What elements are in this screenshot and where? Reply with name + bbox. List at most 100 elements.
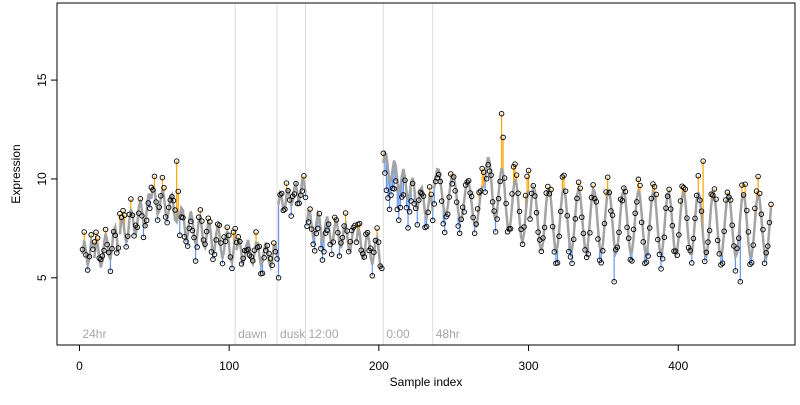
data-point xyxy=(513,172,520,178)
data-point xyxy=(286,197,293,203)
x-tick-label: 100 xyxy=(219,359,239,373)
data-point xyxy=(216,222,223,228)
data-point xyxy=(392,178,399,184)
data-point xyxy=(396,217,402,223)
data-point xyxy=(333,217,340,223)
data-point xyxy=(321,249,327,255)
data-point xyxy=(532,193,538,199)
data-point xyxy=(750,242,757,248)
data-point xyxy=(222,238,229,245)
data-point xyxy=(459,204,466,211)
data-point xyxy=(328,251,335,258)
data-point xyxy=(413,205,419,212)
data-point xyxy=(345,248,352,255)
data-point xyxy=(734,245,740,252)
data-point xyxy=(473,221,479,227)
data-point xyxy=(99,253,106,259)
data-point xyxy=(458,216,464,223)
data-point xyxy=(742,181,748,187)
data-point xyxy=(262,247,269,254)
data-point xyxy=(600,248,606,254)
data-point xyxy=(659,255,666,262)
data-point xyxy=(554,260,561,266)
data-point xyxy=(361,254,368,260)
data-point xyxy=(367,245,374,252)
data-point xyxy=(411,200,417,207)
data-point xyxy=(310,241,316,247)
data-point xyxy=(356,220,363,227)
data-point xyxy=(305,219,312,225)
data-point xyxy=(274,256,280,262)
data-point xyxy=(428,191,434,198)
data-point xyxy=(271,240,277,246)
data-point xyxy=(519,241,526,248)
data-point xyxy=(719,260,726,266)
data-point xyxy=(705,239,711,245)
data-point xyxy=(747,261,753,268)
data-point xyxy=(635,176,642,183)
data-point xyxy=(338,240,344,246)
data-point xyxy=(114,250,120,256)
data-point xyxy=(423,223,430,230)
data-point xyxy=(81,229,87,235)
data-point xyxy=(614,244,621,250)
data-point xyxy=(468,193,475,200)
data-point xyxy=(154,217,161,223)
data-point xyxy=(256,243,263,250)
data-point xyxy=(640,239,647,245)
data-point xyxy=(283,180,290,186)
data-point xyxy=(324,227,330,234)
data-point xyxy=(761,260,768,266)
data-point xyxy=(319,257,326,263)
data-point xyxy=(426,184,433,190)
x-tick-label: 200 xyxy=(369,359,389,373)
data-point xyxy=(617,196,624,202)
data-point xyxy=(549,223,556,230)
data-point xyxy=(440,220,446,227)
data-point xyxy=(766,219,773,226)
plot-frame xyxy=(56,2,796,346)
data-point xyxy=(90,246,96,252)
x-tick-label: 400 xyxy=(668,359,688,373)
marker-label: dawn xyxy=(238,327,267,341)
data-point xyxy=(229,265,235,272)
data-point xyxy=(434,175,440,181)
data-point xyxy=(548,186,554,193)
data-point xyxy=(101,247,107,254)
data-point xyxy=(188,218,194,225)
data-point xyxy=(107,268,114,275)
data-point xyxy=(172,207,178,213)
data-point xyxy=(558,208,564,215)
data-point xyxy=(527,216,533,222)
data-point xyxy=(449,181,455,187)
data-point xyxy=(501,175,508,181)
marker-label: 24hr xyxy=(82,327,106,341)
data-point xyxy=(664,193,671,199)
data-point xyxy=(245,246,251,253)
data-point xyxy=(679,183,685,189)
data-point xyxy=(625,235,632,241)
data-point xyxy=(593,198,600,205)
data-point xyxy=(134,224,140,231)
data-point xyxy=(638,219,645,226)
data-point xyxy=(431,201,437,207)
data-point xyxy=(269,262,275,268)
data-point xyxy=(238,261,245,267)
data-point xyxy=(616,229,622,236)
data-point xyxy=(405,225,411,231)
data-point xyxy=(280,207,287,214)
data-point xyxy=(692,215,698,222)
data-point xyxy=(522,192,529,199)
trend-line xyxy=(528,183,773,263)
data-point xyxy=(706,227,713,234)
data-point xyxy=(735,235,742,241)
data-point xyxy=(716,251,723,257)
data-point xyxy=(485,162,491,168)
data-point xyxy=(429,217,436,224)
data-point xyxy=(543,190,549,196)
trend-line xyxy=(382,149,434,222)
data-point xyxy=(765,243,771,249)
data-point xyxy=(714,237,721,244)
data-point xyxy=(697,197,703,203)
x-axis-label: Sample index xyxy=(390,375,463,389)
